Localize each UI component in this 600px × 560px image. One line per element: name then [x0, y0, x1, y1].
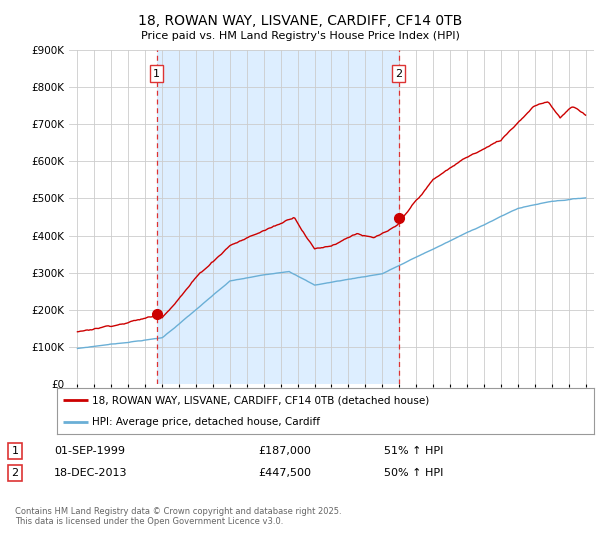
- Text: Contains HM Land Registry data © Crown copyright and database right 2025.
This d: Contains HM Land Registry data © Crown c…: [15, 507, 341, 526]
- Text: £187,000: £187,000: [258, 446, 311, 456]
- Text: 18-DEC-2013: 18-DEC-2013: [54, 468, 128, 478]
- Text: 1: 1: [153, 69, 160, 79]
- Text: 18, ROWAN WAY, LISVANE, CARDIFF, CF14 0TB: 18, ROWAN WAY, LISVANE, CARDIFF, CF14 0T…: [138, 14, 462, 28]
- Bar: [157, 50, 398, 384]
- Text: Price paid vs. HM Land Registry's House Price Index (HPI): Price paid vs. HM Land Registry's House …: [140, 31, 460, 41]
- Text: £447,500: £447,500: [258, 468, 311, 478]
- Text: HPI: Average price, detached house, Cardiff: HPI: Average price, detached house, Card…: [92, 417, 320, 427]
- Text: 1: 1: [11, 446, 19, 456]
- Text: 18, ROWAN WAY, LISVANE, CARDIFF, CF14 0TB (detached house): 18, ROWAN WAY, LISVANE, CARDIFF, CF14 0T…: [92, 395, 429, 405]
- Text: 2: 2: [395, 69, 402, 79]
- Text: 01-SEP-1999: 01-SEP-1999: [54, 446, 125, 456]
- Text: 51% ↑ HPI: 51% ↑ HPI: [384, 446, 443, 456]
- Text: 2: 2: [11, 468, 19, 478]
- Text: 50% ↑ HPI: 50% ↑ HPI: [384, 468, 443, 478]
